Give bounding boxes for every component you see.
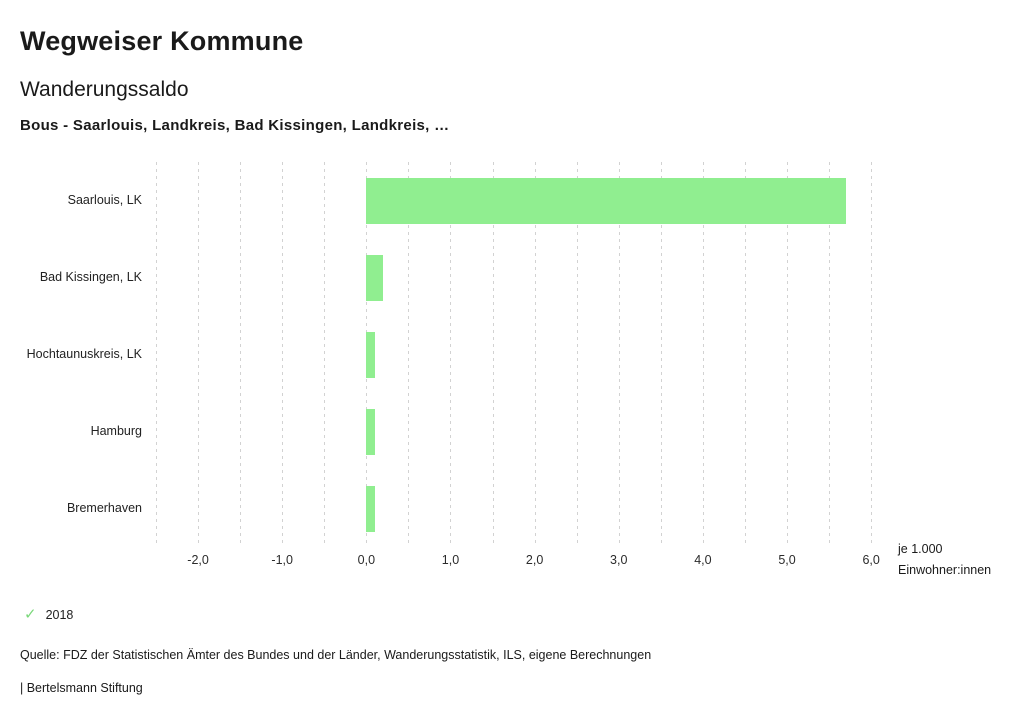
y-axis-label: Hamburg (90, 424, 142, 439)
gridline (534, 162, 536, 547)
x-axis-tick-label: 5,0 (778, 553, 796, 567)
legend-item-2018[interactable]: 2018 (45, 607, 74, 622)
x-axis-tick-label: -1,0 (271, 553, 293, 567)
y-axis-label: Bremerhaven (66, 501, 142, 516)
gridline (492, 162, 494, 547)
gridline (576, 162, 578, 547)
chart-row (156, 393, 888, 470)
axis-unit-line-1: je 1.000 (898, 541, 943, 556)
attribution-text: | Bertelsmann Stiftung (20, 681, 143, 695)
gridline (871, 162, 873, 547)
plot-area (156, 162, 888, 547)
check-icon: ✓ (24, 606, 37, 623)
chart-row (156, 162, 888, 239)
gridline (282, 162, 284, 547)
y-axis-labels: Saarlouis, LK Bad Kissingen, LK Hochtaunus… (20, 162, 156, 547)
axis-unit-label: je 1.000 Einwohner:innen (898, 539, 991, 582)
plot-column: -2,0 -1,0 0,0 1,0 2,0 3,0 4,0 5,0 6,0 (156, 162, 888, 573)
gridline (660, 162, 662, 547)
x-axis-tick-label: -2,0 (187, 553, 209, 567)
x-axis-tick-label: 4,0 (694, 553, 712, 567)
legend: ✓ 2018 (24, 607, 1000, 622)
bar-bad-kissingen-lk[interactable] (366, 254, 384, 301)
y-axis-label: Bad Kissingen, LK (39, 270, 142, 285)
gridline (408, 162, 410, 547)
axis-unit-line-2: Einwohner:innen (898, 562, 992, 577)
bar-hamburg[interactable] (366, 408, 375, 455)
chart-description: Bous - Saarlouis, Landkreis, Bad Kissing… (20, 117, 450, 134)
bar-saarlouis-lk[interactable] (366, 177, 846, 224)
x-axis-tick-label: 0,0 (357, 553, 376, 567)
gridline (240, 162, 242, 547)
bar-hochtaunuskreis-lk[interactable] (366, 331, 375, 378)
gridline (829, 162, 831, 547)
x-axis: -2,0 -1,0 0,0 1,0 2,0 3,0 4,0 5,0 6,0 (156, 553, 888, 573)
source-text: Quelle: FDZ der Statistischen Ämter des … (20, 648, 652, 662)
bar-rows (156, 162, 888, 547)
x-axis-tick-label: 1,0 (441, 553, 460, 567)
chart-row (156, 470, 888, 547)
bar-bremerhaven[interactable] (366, 485, 375, 532)
chart-row (156, 239, 888, 316)
page: Wegweiser Kommune Wanderungssaldo Bous -… (20, 26, 1000, 695)
x-axis-tick-label: 2,0 (525, 553, 544, 567)
gridline (702, 162, 704, 547)
chart: Saarlouis, LK Bad Kissingen, LK Hochtaunus… (20, 162, 1000, 577)
chart-title: Wanderungssaldo (20, 78, 189, 101)
gridline (744, 162, 746, 547)
x-axis-tick-label: 6,0 (862, 553, 880, 567)
x-axis-tick-label: 3,0 (610, 553, 628, 567)
gridline (324, 162, 326, 547)
y-axis-label: Hochtaunuskreis, LK (26, 347, 142, 362)
gridline (618, 162, 620, 547)
gridline (787, 162, 789, 547)
y-axis-label: Saarlouis, LK (67, 193, 142, 208)
gridline (156, 162, 157, 547)
app-title: Wegweiser Kommune (20, 26, 304, 56)
gridline (198, 162, 200, 547)
gridline (450, 162, 452, 547)
chart-row (156, 316, 888, 393)
